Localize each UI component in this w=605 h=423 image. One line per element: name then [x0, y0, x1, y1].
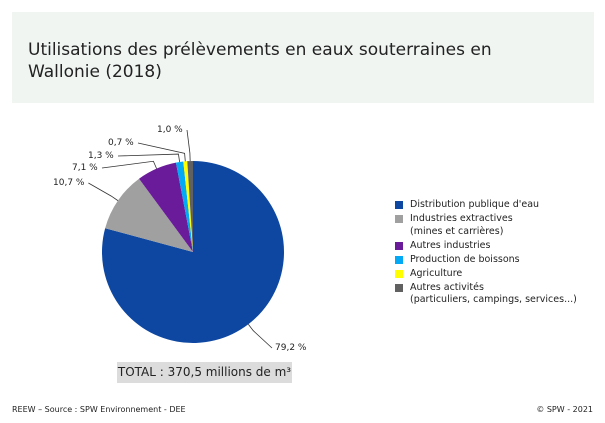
data-label: 1,3 %: [88, 151, 114, 161]
legend-item: Production de boissons: [395, 254, 577, 267]
legend-label: Autres activités (particuliers, campings,…: [410, 281, 577, 306]
legend-swatch: [395, 255, 403, 264]
leader-line: [101, 160, 157, 169]
leader-line: [186, 129, 191, 162]
leader-line: [88, 182, 119, 201]
source-footer: REEW – Source : SPW Environnement - DEE: [12, 405, 186, 414]
legend: Distribution publique d'eau Industries ex…: [395, 199, 577, 308]
data-label: 7,1 %: [72, 163, 98, 173]
data-label: 0,7 %: [108, 138, 134, 148]
legend-label: Agriculture: [410, 267, 463, 279]
leader-line: [248, 324, 273, 349]
legend-label: Production de boissons: [410, 253, 520, 265]
legend-swatch: [395, 215, 403, 223]
pie-slice: [183, 161, 193, 252]
pie-slice: [139, 162, 193, 252]
legend-swatch: [395, 201, 403, 209]
data-label: 10,7 %: [53, 178, 85, 188]
legend-item: Autres industries: [395, 240, 577, 253]
legend-label: Industries extractives (mines et carrière…: [410, 213, 513, 237]
legend-item: Industries extractives (mines et carrière…: [395, 213, 577, 238]
data-label: 79,2 %: [275, 343, 307, 353]
total-label: TOTAL : 370,5 millions de m³: [117, 362, 292, 383]
legend-item: Agriculture: [395, 268, 577, 281]
data-label: 1,0 %: [157, 125, 183, 135]
legend-item: Autres activités (particuliers, campings,…: [395, 282, 577, 307]
legend-label: Distribution publique d'eau: [410, 199, 540, 210]
legend-swatch: [395, 283, 403, 292]
leader-line: [137, 142, 186, 162]
legend-swatch: [395, 269, 403, 278]
copyright: © SPW - 2021: [536, 405, 593, 414]
chart-title: Utilisations des prélèvements en eaux so…: [28, 40, 492, 82]
legend-label: Autres industries: [410, 239, 491, 251]
leader-line: [117, 153, 181, 163]
title-box: Utilisations des prélèvements en eaux so…: [12, 12, 594, 103]
legend-item: Distribution publique d'eau: [395, 199, 577, 212]
pie-slice: [187, 161, 193, 252]
pie-slice: [105, 178, 193, 252]
pie-slice: [175, 161, 193, 252]
legend-swatch: [395, 241, 403, 250]
